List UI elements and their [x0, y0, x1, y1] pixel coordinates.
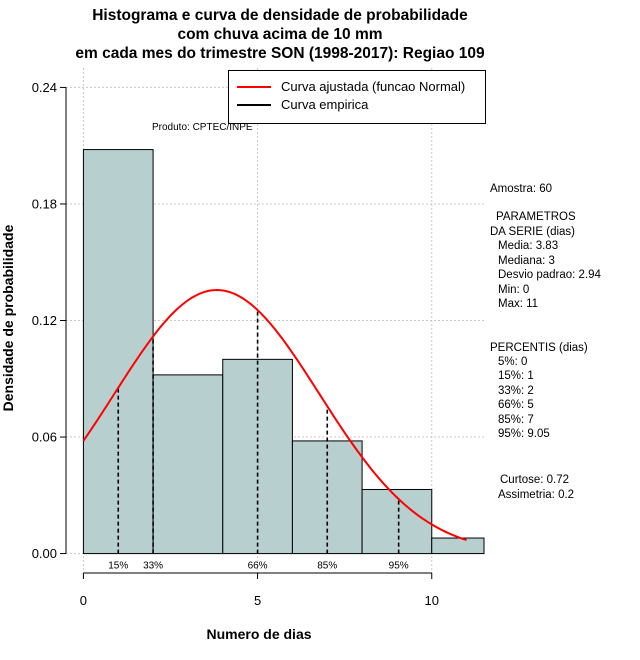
- y-tick-label-4: 0.24: [32, 80, 57, 95]
- percentile-label-1: 33%: [143, 561, 163, 572]
- stat-percentile-95: 95%: 9.05: [498, 428, 550, 440]
- histogram-bar-1: [152, 374, 224, 555]
- stat-mean: Media: 3.83: [498, 240, 559, 252]
- product-credit: Produto: CPTEC/INPE: [152, 122, 253, 133]
- chart-title-line-2: com chuva acima de 10 mm: [177, 26, 383, 43]
- x-tick-label-1: 5: [254, 593, 261, 608]
- histogram-bar-5: [431, 537, 485, 555]
- stat-skewness: Assimetria: 0.2: [498, 489, 575, 501]
- stat-sample-size: Amostra: 60: [490, 183, 552, 195]
- percentile-label-4: 95%: [389, 561, 409, 572]
- stat-percentile-15: 15%: 1: [498, 370, 534, 382]
- x-axis-label: Numero de dias: [206, 626, 312, 642]
- legend-swatch-empirical: [237, 104, 271, 106]
- x-tick-label-2: 10: [425, 593, 439, 608]
- stat-percentiles-heading: PERCENTIS (dias): [490, 342, 588, 354]
- histogram-bar-4: [361, 488, 433, 555]
- stat-percentile-66: 66%: 5: [498, 399, 534, 411]
- stat-params-heading-1: PARAMETROS: [496, 211, 576, 223]
- chart-title-line-3: em cada mes do trimestre SON (1998-2017)…: [75, 45, 485, 62]
- percentile-label-2: 66%: [248, 561, 268, 572]
- y-tick-label-0: 0.00: [32, 546, 57, 561]
- legend-label-fitted: Curva ajustada (funcao Normal): [281, 79, 466, 94]
- percentile-label-3: 85%: [317, 561, 337, 572]
- legend-swatch-fitted: [237, 86, 271, 88]
- chart-title-line-1: Histograma e curva de densidade de proba…: [92, 7, 468, 24]
- stat-percentile-5: 5%: 0: [498, 356, 528, 368]
- fitted-normal-curve: [82, 289, 467, 542]
- percentile-label-0: 15%: [108, 561, 128, 572]
- stat-max: Max: 11: [498, 298, 539, 310]
- stat-kurtosis: Curtose: 0.72: [500, 474, 570, 486]
- stat-params-heading-2: DA SERIE (dias): [490, 226, 575, 238]
- y-tick-label-2: 0.12: [32, 313, 57, 328]
- y-tick-label-3: 0.18: [32, 196, 57, 211]
- legend-label-empirical: Curva empirica: [281, 97, 369, 112]
- stat-min: Min: 0: [498, 284, 530, 296]
- x-tick-label-0: 0: [80, 593, 87, 608]
- legend: Curva ajustada (funcao Normal) Curva emp…: [228, 70, 486, 124]
- stat-percentile-85: 85%: 7: [498, 414, 534, 426]
- y-tick-label-1: 0.06: [32, 430, 57, 445]
- y-axis-label: Densidade de probabilidade: [0, 224, 16, 412]
- stat-percentile-33: 33%: 2: [498, 385, 534, 397]
- stat-median: Mediana: 3: [498, 255, 555, 267]
- stat-std-dev: Desvio padrao: 2.94: [498, 269, 601, 281]
